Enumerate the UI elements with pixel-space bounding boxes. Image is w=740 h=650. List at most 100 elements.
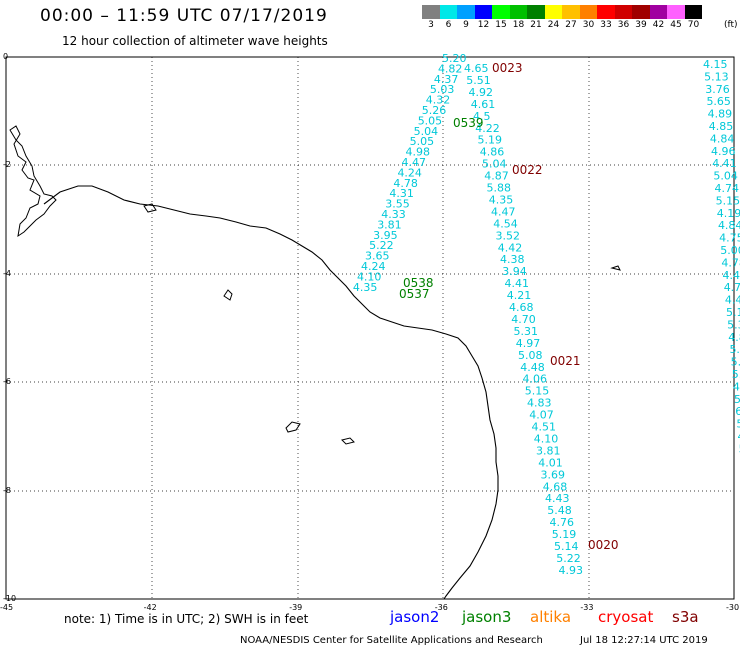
wave-height-value: 4.82 bbox=[438, 62, 463, 75]
color-scale-unit: (ft) bbox=[724, 20, 738, 30]
wave-height-value: 4.78 bbox=[393, 177, 418, 190]
wave-height-value: 3.55 bbox=[385, 198, 410, 211]
color-scale-level: 3 bbox=[428, 20, 434, 30]
island-small-4 bbox=[610, 265, 621, 271]
color-swatch bbox=[509, 5, 527, 19]
wave-height-value: 4.84 bbox=[710, 132, 735, 145]
wave-height-value: 5. bbox=[731, 356, 740, 369]
color-scale-level: 21 bbox=[530, 20, 542, 30]
wave-height-value: 4.37 bbox=[434, 73, 459, 86]
color-scale-level: 33 bbox=[600, 20, 612, 30]
wave-height-value: 5. bbox=[734, 393, 740, 406]
color-scale-level: 36 bbox=[617, 20, 630, 30]
track-time-label: 0020 bbox=[588, 538, 619, 552]
wave-height-value: 4.86 bbox=[480, 146, 505, 159]
color-swatch bbox=[474, 5, 492, 19]
wave-height-value: 4.54 bbox=[493, 217, 518, 230]
wave-height-value: 4.31 bbox=[389, 187, 414, 200]
wave-height-value: 4.74 bbox=[715, 182, 740, 195]
island-small-1 bbox=[223, 289, 233, 301]
wave-height-value: 5.31 bbox=[514, 325, 539, 338]
wave-height-value: 3.65 bbox=[365, 250, 390, 263]
wave-height-value: 5.22 bbox=[369, 239, 394, 252]
color-swatch bbox=[562, 5, 580, 19]
wave-height-value: 4. bbox=[738, 430, 740, 443]
color-scale-level: 12 bbox=[477, 20, 490, 30]
color-scale-level: 18 bbox=[512, 20, 525, 30]
wave-height-value: 4.77 bbox=[724, 281, 740, 294]
wave-height-value: 5.48 bbox=[547, 504, 572, 517]
credit-line: NOAA/NESDIS Center for Satellite Applica… bbox=[240, 635, 543, 646]
wave-height-value: 5. bbox=[732, 368, 740, 381]
wave-height-value: 4.15 bbox=[703, 58, 728, 71]
wave-height-value: 4.61 bbox=[471, 98, 496, 111]
color-scale-level: 9 bbox=[463, 20, 469, 30]
y-tick-label: -6 bbox=[3, 377, 11, 387]
wave-height-value: 5.14 bbox=[554, 540, 579, 553]
y-tick-label: -8 bbox=[3, 485, 11, 495]
legend-entry: s3a bbox=[672, 608, 699, 626]
color-swatch bbox=[667, 5, 685, 19]
color-scale-level: 39 bbox=[635, 20, 647, 30]
color-swatch bbox=[649, 5, 667, 19]
track-c-values: 4.155.133.765.654.894.854.844.964.415.04… bbox=[703, 58, 740, 455]
wave-height-value: 4.51 bbox=[532, 421, 557, 434]
wave-height-value: 5.04 bbox=[414, 125, 439, 138]
wave-height-value: 4.38 bbox=[500, 253, 525, 266]
wave-height-value: 5.19 bbox=[552, 528, 577, 541]
legend-entry: jason2 bbox=[390, 608, 440, 626]
wave-height-value: 4.07 bbox=[529, 409, 554, 422]
wave-height-value: 4.47 bbox=[491, 205, 516, 218]
wave-height-value: 5.19 bbox=[478, 134, 503, 147]
color-swatch bbox=[457, 5, 475, 19]
x-tick-label: -45 bbox=[0, 603, 14, 612]
island-small-2 bbox=[285, 421, 301, 433]
wave-height-value: 5.13 bbox=[704, 70, 729, 83]
wave-height-value: 4.10 bbox=[534, 432, 559, 445]
wave-height-value: 3.52 bbox=[496, 229, 521, 242]
legend-entry: cryosat bbox=[598, 608, 654, 626]
wave-height-value: 5.3 bbox=[727, 318, 740, 331]
wave-height-value: 5.88 bbox=[487, 182, 512, 195]
color-swatch bbox=[597, 5, 615, 19]
wave-height-value: 4.48 bbox=[520, 361, 545, 374]
wave-height-value: 4.41 bbox=[505, 277, 530, 290]
wave-height-value: 4.42 bbox=[498, 241, 523, 254]
wave-height-value: 3.81 bbox=[377, 218, 402, 231]
track-time-label: 0022 bbox=[512, 163, 543, 177]
y-tick-label: -2 bbox=[3, 160, 11, 170]
wave-height-value: 4.84 bbox=[718, 219, 740, 232]
color-scale: 3 6 9 12 15 18 21 24 27 30 33 36 39 42 45 70 (ft) bbox=[422, 5, 738, 33]
color-scale-labels: 3 6 9 12 15 18 21 24 27 30 33 36 39 42 45 70 bbox=[422, 19, 702, 33]
wave-height-value: 5.03 bbox=[430, 83, 455, 96]
color-scale-swatches bbox=[422, 5, 702, 19]
wave-height-value: 4.93 bbox=[559, 564, 584, 577]
wave-height-value: 4.35 bbox=[353, 281, 378, 294]
coastline bbox=[43, 185, 499, 600]
color-swatch bbox=[422, 5, 440, 19]
wave-height-value: 4.97 bbox=[516, 337, 541, 350]
track-a-values: 5.204.824.375.034.325.265.055.045.054.98… bbox=[353, 52, 467, 294]
wave-height-value: 4.5 bbox=[473, 110, 491, 123]
wave-height-value: 5.22 bbox=[556, 552, 581, 565]
wave-height-value: 3.95 bbox=[373, 229, 398, 242]
x-tick-label: -36 bbox=[434, 603, 448, 612]
x-tick-label: -30 bbox=[726, 603, 740, 612]
wave-height-value: 3.69 bbox=[541, 468, 566, 481]
wave-height-value: 4. bbox=[733, 380, 740, 393]
wave-height-value: 5.65 bbox=[706, 95, 731, 108]
track-b-values: 4.655.514.924.614.54.225.194.865.044.875… bbox=[464, 62, 583, 577]
track-time-label: 0023 bbox=[492, 61, 523, 75]
wave-height-value: 5.05 bbox=[410, 135, 435, 148]
wave-height-value: 4.41 bbox=[712, 157, 737, 170]
x-tick-label: -33 bbox=[580, 603, 594, 612]
wave-height-value: 4.70 bbox=[511, 313, 536, 326]
wave-height-value: 5.3 bbox=[729, 343, 740, 356]
wave-height-value: 5.05 bbox=[418, 114, 443, 127]
wave-height-value: 4.65 bbox=[464, 62, 489, 75]
color-scale-level: 70 bbox=[687, 20, 700, 30]
wave-height-value: 4.68 bbox=[543, 480, 568, 493]
wave-height-value: 4.43 bbox=[545, 492, 570, 505]
